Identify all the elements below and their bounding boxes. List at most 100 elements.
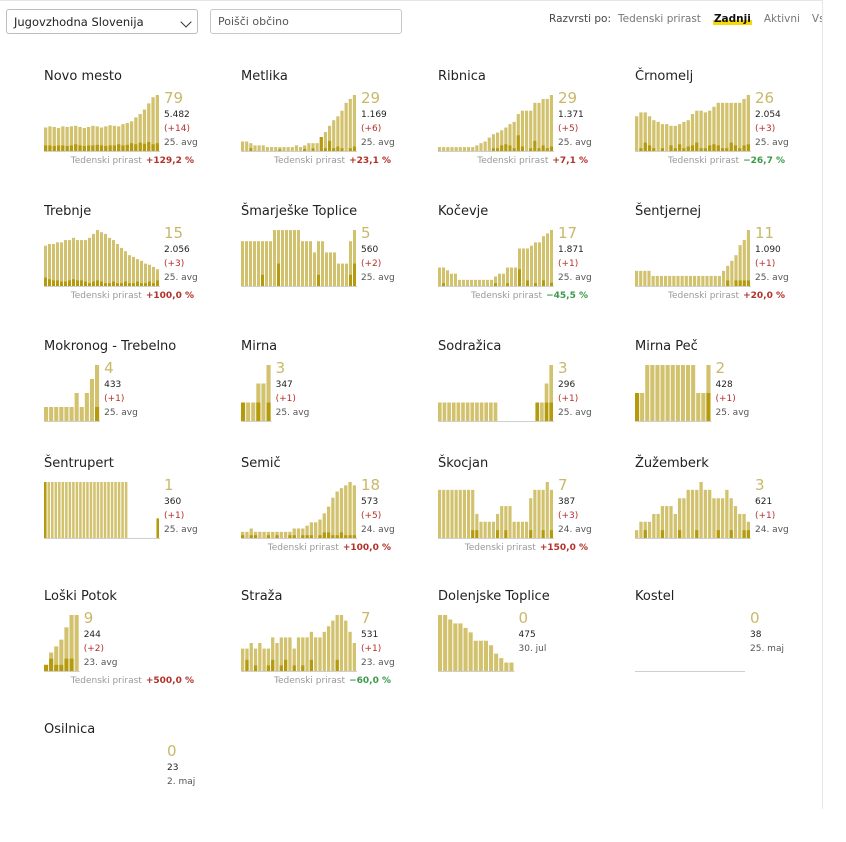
active-cases-bar bbox=[734, 255, 738, 286]
new-cases-bar bbox=[152, 283, 155, 286]
active-cases-bar bbox=[520, 110, 524, 151]
weekly-growth-label: Tedenski prirast bbox=[464, 543, 536, 553]
active-cases-bar bbox=[265, 241, 268, 286]
active-cases-bar bbox=[249, 143, 253, 151]
total-cases: 475 bbox=[518, 630, 536, 640]
active-cases-bar bbox=[693, 275, 697, 286]
municipality-card[interactable]: Straža 7 531 (+1) 23. avg Tedenski prirast −60… bbox=[241, 589, 438, 709]
last-update-date: 23. avg bbox=[83, 658, 118, 668]
municipality-card[interactable]: Loški Potok 9 244 (+2) 23. avg Tedenski prira… bbox=[44, 589, 241, 709]
municipality-card[interactable]: Metlika 29 1.169 (+6) 25. avg Tedenski priras… bbox=[241, 69, 438, 189]
new-cases-delta: (+6) bbox=[361, 124, 382, 134]
sort-option-weekly-growth[interactable]: Tedenski prirast bbox=[618, 13, 701, 25]
municipality-card[interactable]: Mokronog - Trebelno 4 433 (+1) 25. avg bbox=[44, 339, 241, 459]
municipality-card[interactable]: Šmarješke Toplice 5 560 (+2) 25. avg bbox=[241, 204, 438, 324]
active-cases-bar bbox=[344, 102, 348, 151]
active-cases-bar bbox=[656, 513, 660, 538]
municipality-card[interactable]: Dolenjske Toplice 0 475 30. jul bbox=[438, 589, 635, 709]
active-cases-count: 29 bbox=[361, 89, 381, 107]
active-cases-bar bbox=[129, 121, 134, 151]
last-update-date: 25. avg bbox=[275, 408, 310, 418]
municipality-card[interactable]: Šentrupert 1 360 (+1) 25. avg bbox=[44, 456, 241, 576]
active-cases-bar bbox=[271, 531, 275, 538]
active-cases-bar bbox=[708, 489, 712, 538]
new-cases-bar bbox=[95, 407, 100, 421]
municipality-card[interactable]: Črnomelj 26 2.054 (+3) 25. avg Tedenski prira… bbox=[635, 69, 832, 189]
region-select[interactable]: Jugovzhodna Slovenija bbox=[6, 9, 198, 34]
new-cases-bar bbox=[725, 148, 729, 151]
active-cases-bar bbox=[451, 402, 456, 421]
new-cases-bar bbox=[729, 530, 733, 538]
active-cases-bar bbox=[733, 506, 738, 538]
active-cases-bar bbox=[69, 407, 74, 421]
municipality-card[interactable]: Kočevje 17 1.871 (+1) 25. avg Tedenski priras… bbox=[438, 204, 635, 324]
municipality-card[interactable]: Ribnica 29 1.371 (+5) 25. avg Tedenski priras… bbox=[438, 69, 635, 189]
active-cases-bar bbox=[253, 648, 258, 671]
active-cases-bar bbox=[720, 498, 725, 538]
active-cases-bar bbox=[337, 263, 340, 286]
active-cases-bar bbox=[664, 275, 668, 286]
new-cases-bar bbox=[729, 142, 733, 151]
active-cases-count: 3 bbox=[755, 476, 765, 494]
active-cases-bar bbox=[550, 230, 553, 286]
sparkline-chart bbox=[241, 482, 357, 539]
sparkline-chart bbox=[635, 365, 712, 422]
active-cases-bar bbox=[665, 506, 669, 538]
new-cases-bar bbox=[533, 140, 537, 151]
active-cases-bar bbox=[443, 615, 448, 671]
new-cases-bar bbox=[128, 283, 131, 286]
municipality-card[interactable]: Kostel 0 38 25. maj bbox=[635, 589, 832, 709]
new-cases-bar bbox=[78, 145, 82, 151]
new-cases-bar bbox=[512, 148, 516, 151]
active-cases-bar bbox=[456, 402, 461, 421]
new-cases-bar bbox=[104, 145, 108, 151]
municipality-card[interactable]: Škocjan 7 387 (+3) 24. avg Tedenski prirast +1… bbox=[438, 456, 635, 576]
municipality-card[interactable]: Mirna 3 347 (+1) 25. avg bbox=[241, 339, 438, 459]
new-cases-bar bbox=[699, 148, 703, 151]
new-cases-delta: (+5) bbox=[361, 511, 382, 521]
active-cases-bar bbox=[269, 241, 272, 286]
municipality-card[interactable]: Osilnica 0 23 2. maj bbox=[44, 722, 241, 842]
new-cases-bar bbox=[72, 279, 75, 286]
new-cases-bar bbox=[86, 145, 91, 151]
sort-option-active[interactable]: Aktivni bbox=[763, 13, 800, 25]
municipality-search-input[interactable] bbox=[210, 9, 402, 34]
active-cases-bar bbox=[496, 513, 500, 538]
last-update-date: 24. avg bbox=[755, 525, 789, 535]
municipality-card[interactable]: Novo mesto 79 5.482 (+14) 25. avg Tedenski pr… bbox=[44, 69, 241, 189]
active-cases-bar bbox=[446, 270, 449, 286]
sort-option-latest[interactable]: Zadnji bbox=[712, 13, 752, 25]
municipality-name: Šmarješke Toplice bbox=[241, 204, 358, 219]
active-cases-bar bbox=[545, 98, 549, 151]
new-cases-bar bbox=[738, 148, 742, 151]
new-cases-bar bbox=[660, 148, 665, 151]
municipality-card[interactable]: Semič 18 573 (+5) 24. avg Tedenski prirast +10… bbox=[241, 456, 438, 576]
municipality-card[interactable]: Sodražica 3 296 (+1) 25. avg bbox=[438, 339, 635, 459]
active-cases-bar bbox=[713, 275, 717, 286]
new-cases-delta: (+1) bbox=[164, 511, 185, 521]
active-cases-bar bbox=[52, 244, 55, 286]
municipality-name: Trebnje bbox=[44, 204, 92, 219]
scrollbar[interactable] bbox=[822, 0, 846, 809]
municipality-card[interactable]: Šentjernej 11 1.090 (+1) 25. avg Tedenski pri… bbox=[635, 204, 832, 324]
new-cases-delta: (+2) bbox=[83, 644, 104, 654]
new-cases-bar bbox=[742, 145, 746, 151]
active-cases-bar bbox=[526, 248, 529, 286]
municipality-card[interactable]: Trebnje 15 2.056 (+3) 25. avg Tedenski priras… bbox=[44, 204, 241, 324]
new-cases-bar bbox=[508, 145, 512, 151]
municipality-card[interactable]: Žužemberk 3 621 (+1) 24. avg bbox=[635, 456, 832, 576]
active-cases-bar bbox=[635, 270, 639, 286]
new-cases-bar bbox=[549, 146, 553, 151]
new-cases-bar bbox=[256, 402, 261, 421]
active-cases-bar bbox=[509, 662, 514, 671]
active-cases-bar bbox=[504, 127, 508, 151]
municipality-card[interactable]: Mirna Peč 2 428 (+1) 25. avg bbox=[635, 339, 832, 459]
active-cases-bar bbox=[75, 482, 79, 538]
new-cases-bar bbox=[116, 283, 119, 286]
sparkline-chart bbox=[635, 230, 751, 287]
active-cases-bar bbox=[466, 279, 469, 286]
active-cases-count: 1 bbox=[164, 476, 174, 494]
active-cases-bar bbox=[438, 267, 441, 286]
new-cases-bar bbox=[148, 281, 151, 286]
active-cases-bar bbox=[251, 402, 256, 421]
